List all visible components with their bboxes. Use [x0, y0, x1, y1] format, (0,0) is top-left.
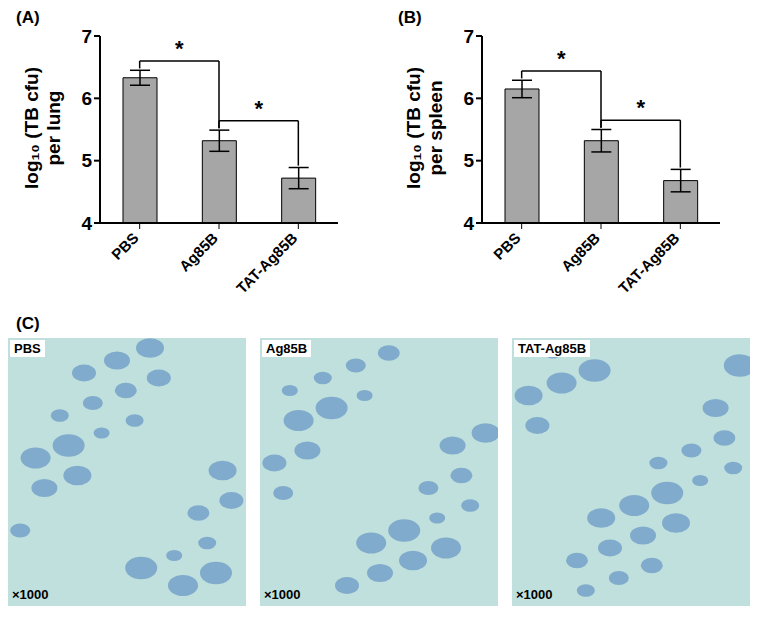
html-text:per lung: per lung — [43, 90, 64, 166]
svg-text:7: 7 — [81, 26, 92, 47]
svg-text:Ag85B: Ag85B — [176, 229, 222, 275]
svg-text:*: * — [636, 95, 645, 120]
svg-text:*: * — [557, 46, 566, 71]
html-text:PBS: PBS — [14, 341, 41, 356]
html-text:(B): (B) — [398, 8, 422, 27]
svg-text:6: 6 — [81, 88, 92, 109]
html-text:(C): (C) — [16, 314, 40, 333]
html-text:log₁₀ (TB cfu): log₁₀ (TB cfu) — [21, 67, 42, 189]
html-text:log₁₀ (TB cfu): log₁₀ (TB cfu) — [403, 67, 424, 189]
html-text:×1000: ×1000 — [516, 587, 553, 602]
html-text:×1000: ×1000 — [264, 587, 301, 602]
svg-text:4: 4 — [463, 213, 474, 234]
svg-text:PBS: PBS — [490, 229, 524, 263]
svg-text:5: 5 — [463, 150, 474, 171]
html-text:per spleen: per spleen — [425, 80, 446, 176]
html-text:TAT-Ag85B: TAT-Ag85B — [518, 341, 587, 356]
svg-text:7: 7 — [463, 26, 474, 47]
svg-text:*: * — [175, 36, 184, 61]
svg-text:*: * — [254, 96, 263, 121]
svg-text:5: 5 — [81, 150, 92, 171]
html-text:(A): (A) — [16, 8, 40, 27]
html-text:Ag85B: Ag85B — [266, 341, 308, 356]
html-text:×1000: ×1000 — [12, 587, 49, 602]
svg-text:TAT-Ag85B: TAT-Ag85B — [233, 229, 301, 297]
svg-text:Ag85B: Ag85B — [558, 229, 604, 275]
svg-text:TAT-Ag85B: TAT-Ag85B — [615, 229, 683, 297]
svg-text:4: 4 — [81, 213, 92, 234]
svg-text:PBS: PBS — [108, 229, 142, 263]
svg-text:6: 6 — [463, 88, 474, 109]
